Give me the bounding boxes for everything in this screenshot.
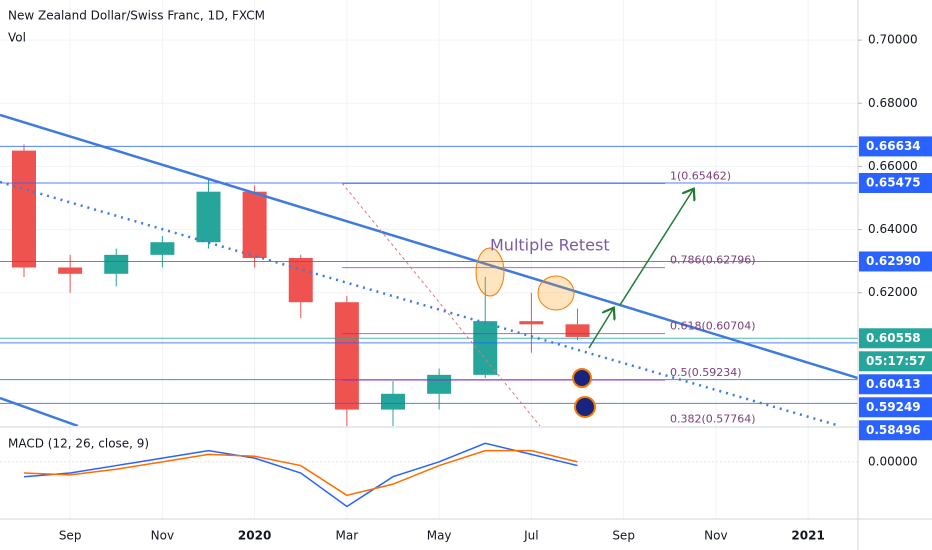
drawings: [0, 113, 858, 426]
annotation: Multiple Retest: [490, 236, 610, 255]
macd-line: [23, 442, 578, 508]
price-label: 0.60413: [866, 377, 921, 391]
x-tick-label: Sep: [612, 529, 635, 543]
fib-label: 0.786(0.62796): [670, 254, 756, 267]
candle-body: [12, 150, 36, 268]
price-label-box: [859, 251, 932, 272]
candle-body: [427, 374, 452, 394]
event-icon[interactable]: [572, 368, 592, 388]
y-tick-label: 0.70000: [868, 33, 918, 47]
price-label: 0.66634: [866, 139, 921, 153]
candle-body: [150, 242, 175, 255]
price-pane: [0, 144, 858, 426]
x-tick-label: 2021: [791, 529, 824, 543]
countdown-box: [859, 351, 932, 372]
candle-body: [473, 321, 498, 375]
price-label-box: [859, 420, 932, 441]
candle-body: [58, 267, 83, 274]
highlight: [475, 247, 505, 297]
y-tick-label: 0.68000: [868, 96, 918, 110]
candle-body: [381, 393, 405, 410]
price-label-box: [859, 328, 932, 349]
price-label-box: [859, 374, 932, 395]
macd-line: [23, 449, 578, 497]
x-tick-label: Jul: [523, 529, 538, 543]
candle-body: [242, 191, 267, 258]
x-tick-label: May: [427, 529, 452, 543]
price-label: 0.62990: [866, 254, 921, 268]
x-tick-label: Mar: [336, 529, 359, 543]
arrow: [588, 309, 613, 349]
event-icon[interactable]: [574, 396, 596, 418]
countdown: 05:17:57: [866, 354, 926, 368]
y-tick-label: 0.62000: [868, 285, 918, 299]
macd-title: MACD (12, 26, close, 9): [8, 437, 149, 451]
candle-body: [104, 254, 129, 274]
candle-body: [334, 302, 359, 410]
fib-diagonal: [341, 182, 541, 426]
price-label-box: [859, 397, 932, 418]
trendline: [0, 113, 858, 380]
x-tick-label: Nov: [151, 529, 174, 543]
arrow: [619, 190, 693, 306]
grid: [0, 0, 858, 519]
trendline-dotted: [0, 180, 841, 426]
y-tick-label: 0.64000: [868, 222, 918, 236]
fib-label: 0.5(0.59234): [670, 366, 742, 379]
subtitle: Vol: [8, 31, 26, 45]
y-tick-label: 0.00000: [868, 454, 918, 468]
macd-pane: [0, 442, 858, 508]
fib-label: 0.382(0.57764): [670, 413, 756, 426]
y-tick-label: 0.66000: [868, 159, 918, 173]
price-label-box: [859, 173, 932, 193]
x-tick-label: Sep: [59, 529, 82, 543]
highlight: [537, 275, 575, 311]
x-tick-label: 2020: [238, 529, 271, 543]
price-label: 0.58496: [866, 423, 921, 437]
candle-body: [565, 324, 590, 337]
candle-body: [288, 258, 313, 303]
price-label: 0.60558: [866, 331, 921, 345]
fib-label: 1(0.65462): [670, 169, 731, 182]
price-label-box: [859, 136, 932, 157]
chart-title: New Zealand Dollar/Swiss Franc, 1D, FXCM: [8, 9, 265, 23]
price-label: 0.65475: [866, 176, 921, 190]
price-label: 0.59249: [866, 400, 921, 414]
trendline: [0, 396, 79, 426]
candle-body: [519, 321, 544, 325]
x-tick-label: Nov: [704, 529, 727, 543]
fib-label: 0.618(0.60704): [670, 320, 756, 333]
candle-body: [196, 191, 221, 243]
